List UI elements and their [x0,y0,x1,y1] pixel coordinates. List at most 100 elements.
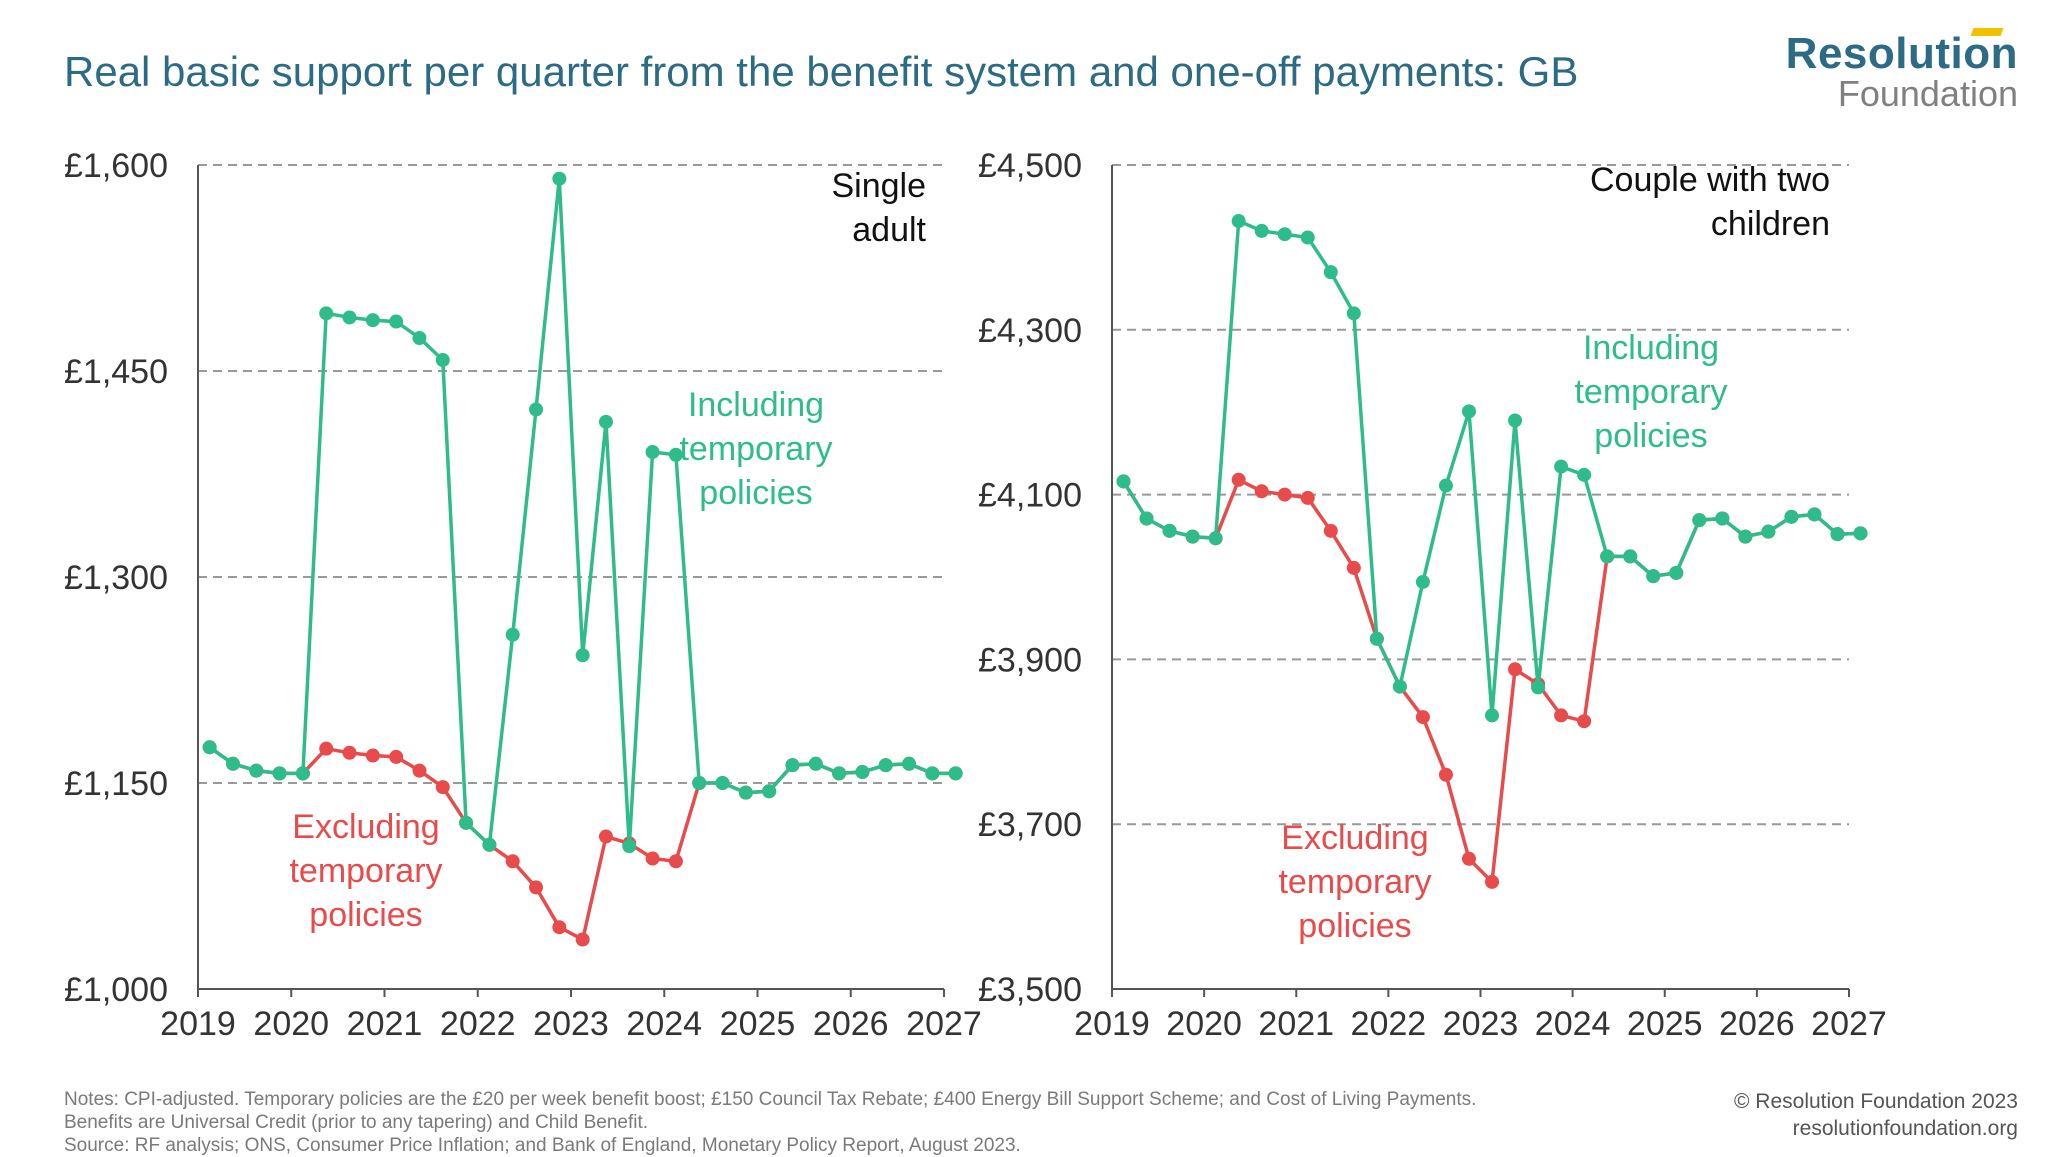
panel-2-y-tick-label: £3,500 [978,971,1082,1009]
panel-1-y-tick-label: £1,000 [64,971,168,1009]
panel-2-including-data-point [1623,549,1638,564]
panel-2-including-data-point [1369,631,1384,646]
panel-1-excluding-data-point [529,880,544,895]
panel-2-including-data-point [1346,306,1361,321]
panel-1-excluding-data-point [598,829,613,844]
panel-2-including-data-point [1830,527,1845,542]
panel-2-excluding-data-point [1323,523,1338,538]
notes-line-1: Notes: CPI-adjusted. Temporary policies … [64,1089,1477,1110]
panel-2-including-data-point [1139,511,1154,526]
panel-2-x-tick-label: 2024 [1535,1005,1611,1043]
panel-1-x-tick-label: 2019 [160,1005,236,1043]
panel-2-including-data-point [1277,227,1292,242]
panel-2-excluding-data-point [1346,560,1361,575]
panel-2-excluding-data-point [1300,490,1315,505]
panel-2-x-tick-label: 2022 [1351,1005,1427,1043]
panel-2-y-tick-label: £3,700 [978,806,1082,844]
panel-2-including-data-point [1162,523,1177,538]
panel-1-including-data-point [902,756,917,771]
panel-1-including-data-point [529,402,544,417]
panel-2-excluding-series-label: Excluding [1281,819,1428,857]
panel-2-including-data-point [1461,404,1476,419]
logo-wordmark-top: Resolution [1785,29,2018,78]
panel-1-y-tick-label: £1,600 [64,147,168,185]
panel-2-excluding-data-point [1554,708,1569,723]
panel-1-excluding-data-point [645,851,660,866]
panel-2-including-data-point [1485,708,1500,723]
panel-1-y-tick-label: £1,450 [64,353,168,391]
website-text: resolutionfoundation.org [1792,1117,2018,1140]
panel-2-including-data-point [1761,524,1776,539]
panel-1-including-data-point [855,765,870,780]
panel-1-excluding-data-point [412,763,427,778]
panel-2-including-data-point [1554,459,1569,474]
panel-1-including-data-point [412,331,427,346]
panel-1-excluding-series-label: Excluding [292,808,439,846]
panel-2-including-data-point [1231,214,1246,229]
panel-1-including-data-point [622,839,637,854]
copyright-text: © Resolution Foundation 2023 [1733,1090,2018,1113]
panel-2-including-data-point [1208,531,1223,546]
panel-1-including-data-point [925,766,940,781]
logo-wordmark-bottom: Foundation [1837,73,2018,114]
panel-1-including-data-point [738,785,753,800]
panel-1-including-data-point [365,313,380,328]
panel-1-including-data-point [598,414,613,429]
panel-2-including-series-label: Including [1583,329,1719,367]
panel-2-excluding-data-point [1254,484,1269,499]
panel-1-including-data-point [389,314,404,329]
panel-1-excluding-data-point [365,748,380,763]
panel-1-including-data-point [575,648,590,663]
panel-1-excluding-data-point [505,854,520,869]
chart-notes: Notes: CPI-adjusted. Temporary policies … [64,1088,1624,1157]
panel-1-including-data-point [482,837,497,852]
panel-2-panel-title: children [1711,205,1830,243]
panel-1-x-tick-label: 2027 [906,1005,982,1043]
panel-2-including-data-point [1531,680,1546,695]
panel-2-excluding-data-point [1508,662,1523,677]
panel-2-including-series-label: policies [1594,417,1707,455]
panel-1-excluding-series-label: policies [309,896,422,934]
panel-2-x-tick-label: 2025 [1627,1005,1703,1043]
panel-1-including-data-point [202,740,217,755]
panel-1-excluding-data-point [342,745,357,760]
panel-2-x-tick-label: 2027 [1811,1005,1887,1043]
panel-1-x-tick-label: 2024 [626,1005,702,1043]
panel-1-including-data-point [715,776,730,790]
panel-2-excluding-data-point [1277,487,1292,502]
panel-2-excluding-data-point [1231,472,1246,487]
panel-1-including-data-point [668,447,683,462]
panel-2-excluding-data-point [1461,851,1476,866]
panel-2-including-data-point [1300,230,1315,245]
panel-1-excluding-data-point [435,780,450,795]
panel-2-including-series-label: temporary [1574,373,1727,411]
panel-1-including-data-point [459,815,474,830]
panel-2-including-data-point [1853,526,1868,541]
source-line: Source: RF analysis; ONS, Consumer Price… [64,1135,1021,1156]
panel-2-including-data-point [1646,569,1661,584]
panel-2-excluding-data-point [1485,874,1500,889]
panel-2-including-data-point [1254,223,1269,238]
panel-1-x-tick-label: 2023 [533,1005,609,1043]
panel-1-x-tick-label: 2021 [347,1005,423,1043]
panel-1-y-tick-label: £1,300 [64,559,168,597]
panel-2-excluding-data-point [1438,767,1453,782]
panel-2-including-data-point [1669,565,1684,580]
panel-1-including-series-label: Including [688,386,824,424]
panel-1-panel-title: adult [852,211,926,249]
panel-2-including-series-line [1122,219,1861,718]
panel-2-including-data-point [1392,679,1407,694]
panel-1-x-tick-label: 2020 [253,1005,329,1043]
panel-2-including-data-point [1692,513,1707,528]
panel-1-including-data-point [435,353,450,368]
panel-1-including-data-point [272,766,287,781]
panel-1-including-data-point [762,784,777,799]
panel-2-including-data-point [1116,474,1131,489]
panel-1-excluding-data-point [389,749,404,764]
panel-2-excluding-series-label: policies [1298,907,1411,945]
panel-2-y-tick-label: £4,500 [978,147,1082,185]
panel-1-excluding-data-point [575,932,590,947]
panel-2-x-tick-label: 2023 [1443,1005,1519,1043]
panel-1-including-data-point [948,766,963,781]
panel-2-including-data-point [1185,529,1200,544]
